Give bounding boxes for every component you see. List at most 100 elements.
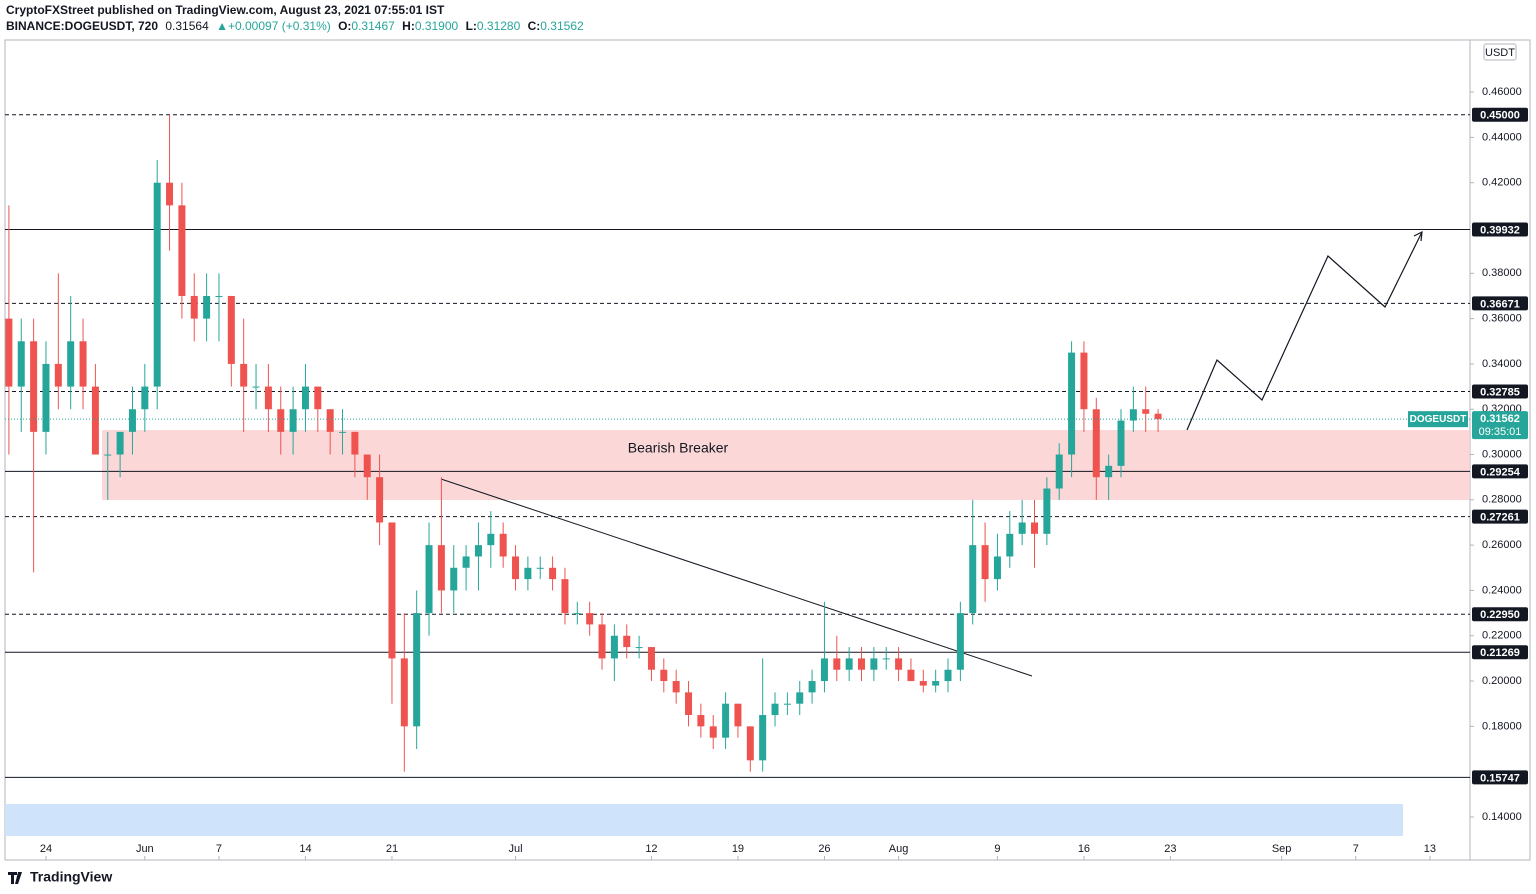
candle-body: [30, 341, 38, 432]
projection-arrowhead: [1413, 230, 1423, 242]
candle-body: [882, 658, 890, 660]
candle-body: [351, 431, 359, 455]
candle-body: [376, 477, 384, 523]
level-tag: [1472, 384, 1528, 399]
candle-body: [474, 545, 482, 557]
plot: 0.14000 0.18000 0.20000 0.22000 0.24000 0.260…: [5, 86, 1528, 860]
candle-body: [1129, 409, 1137, 421]
candle-body: [190, 295, 198, 319]
candle-body: [437, 545, 445, 591]
y-tick-label: 0.14000: [1482, 811, 1522, 823]
candle-body: [845, 658, 853, 670]
currency-box: [1483, 43, 1517, 61]
candle-body: [1105, 465, 1113, 478]
candle-body: [252, 386, 260, 388]
last-price-tag: [1472, 411, 1528, 440]
y-tick-label: 0.42000: [1482, 177, 1522, 189]
chart-frame: [4, 39, 1531, 861]
candle-body: [734, 703, 742, 727]
level-label: 0.32785: [1480, 386, 1520, 398]
level-tag: [1472, 645, 1528, 660]
bearish-breaker-zone: [102, 430, 1470, 500]
level-label: 0.21269: [1480, 647, 1520, 659]
candle-body: [277, 409, 285, 432]
candle-body: [450, 567, 458, 591]
x-tick-label: 19: [732, 843, 744, 855]
y-tick-label: 0.20000: [1482, 675, 1522, 687]
candle-body: [561, 579, 569, 614]
x-tick-label: Sep: [1272, 843, 1292, 855]
candle-body: [153, 182, 161, 387]
ohlc-value: 0.31280: [477, 19, 521, 33]
candle-body: [1055, 454, 1063, 489]
candle-body: [623, 635, 631, 648]
candle-body: [524, 567, 532, 580]
zone-label: Bearish Breaker: [628, 440, 729, 456]
candle-body: [289, 409, 297, 432]
x-tick-label: Jun: [136, 843, 154, 855]
candle-body: [215, 295, 223, 297]
published-line: CryptoFXStreet published on TradingView.…: [6, 3, 445, 17]
candle-body: [1154, 413, 1162, 420]
level-label: 0.39932: [1480, 224, 1520, 236]
countdown: 09:35:01: [1479, 426, 1522, 438]
candle-body: [54, 363, 62, 387]
y-tick-label: 0.22000: [1482, 630, 1522, 642]
candle-body: [425, 545, 433, 614]
level-label: 0.15747: [1480, 772, 1520, 784]
y-tick-label: 0.36000: [1482, 313, 1522, 325]
candle-body: [746, 726, 754, 761]
candle-body: [870, 658, 878, 670]
y-tick-label: 0.26000: [1482, 539, 1522, 551]
candle-body: [388, 522, 396, 659]
candle-body: [339, 431, 347, 433]
candle-body: [981, 545, 989, 580]
level-label: 0.27261: [1480, 511, 1520, 523]
candle-body: [536, 567, 544, 569]
candle-body: [301, 386, 309, 410]
candle-body: [413, 613, 421, 727]
x-tick-label: 7: [216, 843, 222, 855]
ohlc-key: H:: [402, 19, 415, 33]
x-tick-label: 26: [818, 843, 830, 855]
symbol-line: BINANCE:DOGEUSDT, 720 0.31564 ▲+0.00097 …: [6, 19, 584, 33]
candle-body: [487, 533, 495, 546]
y-tick-label: 0.28000: [1482, 494, 1522, 506]
x-tick-label: 14: [299, 843, 311, 855]
candle-body: [993, 556, 1001, 580]
candle-body: [462, 556, 470, 568]
last-price-name: DOGEUSDT: [1410, 414, 1467, 425]
y-tick-label: 0.34000: [1482, 358, 1522, 370]
y-tick-label: 0.18000: [1482, 720, 1522, 732]
x-tick-label: Jul: [508, 843, 522, 855]
change: ▲+0.00097 (+0.31%): [216, 19, 331, 33]
ohlc-value: 0.31562: [540, 19, 584, 33]
candle-body: [79, 341, 87, 387]
candle-body: [549, 567, 557, 580]
candle-body: [907, 669, 915, 682]
candle-body: [932, 681, 940, 686]
level-tag: [1472, 464, 1528, 479]
candle-body: [178, 205, 186, 296]
y-tick-label: 0.44000: [1482, 131, 1522, 143]
candle-body: [783, 703, 791, 705]
candle-body: [759, 715, 767, 761]
x-tick-label: 12: [645, 843, 657, 855]
candle-body: [1092, 409, 1100, 478]
candle-body: [104, 454, 112, 456]
x-tick-label: 7: [1353, 843, 1359, 855]
candle-body: [598, 624, 606, 659]
trend-line: [440, 478, 1033, 677]
x-tick-label: 23: [1164, 843, 1176, 855]
price: 0.31564: [165, 19, 209, 33]
candle-body: [573, 613, 581, 615]
level-tag: [1472, 770, 1528, 785]
level-label: 0.22950: [1480, 609, 1520, 621]
candle-body: [647, 647, 655, 670]
logo-icon: [8, 872, 22, 884]
candle-body: [956, 613, 964, 670]
logo-text: TradingView: [30, 869, 112, 885]
candle-body: [512, 556, 520, 580]
candle-body: [1043, 488, 1051, 534]
candle-body: [1031, 522, 1039, 534]
